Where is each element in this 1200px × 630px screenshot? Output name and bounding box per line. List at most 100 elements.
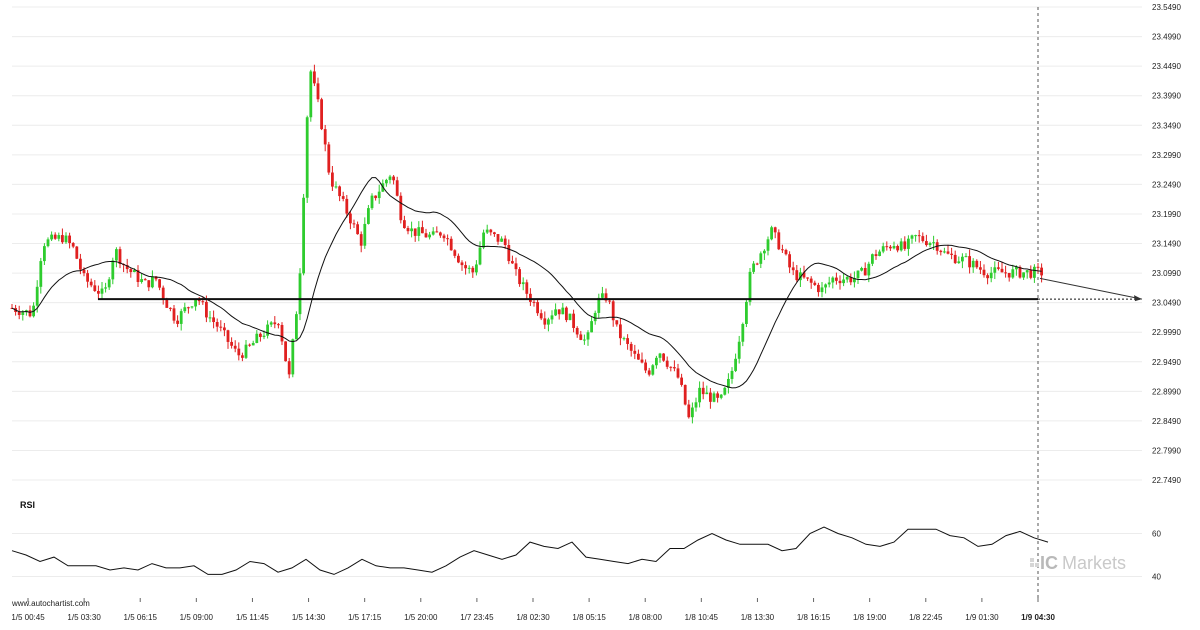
candle-body — [215, 322, 219, 327]
candle-body — [597, 297, 601, 313]
candle-body — [554, 309, 557, 316]
candle-body — [529, 293, 532, 302]
x-tick-label: 1/5 03:30 — [67, 613, 101, 622]
candle-body — [219, 326, 223, 328]
candle-body — [205, 301, 208, 318]
candle-body — [86, 273, 89, 282]
candle-body — [1036, 266, 1040, 268]
candle-body — [75, 246, 79, 259]
candle-body — [467, 267, 471, 269]
candle-body — [817, 284, 820, 293]
candle-body — [928, 243, 932, 246]
candle-body — [572, 313, 575, 328]
x-tick-label: 1/8 13:30 — [741, 613, 775, 622]
candle-body — [334, 186, 338, 188]
candle-body — [669, 366, 673, 368]
candle-body — [795, 270, 799, 281]
candle-body — [734, 358, 737, 371]
y-tick-label: 23.3490 — [1152, 121, 1181, 130]
candle-body — [269, 322, 273, 325]
candle-body — [500, 238, 503, 242]
candle-body — [280, 324, 284, 342]
candle-body — [266, 324, 269, 336]
candle-body — [831, 277, 835, 283]
candle-body — [691, 407, 694, 418]
candle-body — [802, 272, 806, 278]
candle-body — [1029, 270, 1033, 278]
candle-body — [417, 227, 421, 236]
rsi-line — [11, 526, 1049, 575]
x-tick-label: 1/5 06:15 — [124, 613, 158, 622]
candle-body — [626, 338, 629, 344]
candle-body — [525, 282, 529, 294]
candle-body — [208, 317, 212, 319]
candle-body — [136, 270, 140, 283]
candle-body — [97, 290, 100, 294]
candle-body — [644, 362, 647, 371]
candle-body — [82, 269, 86, 274]
x-tick-label: 1/8 08:00 — [629, 613, 663, 622]
candle-body — [917, 235, 921, 237]
candle-body — [914, 235, 917, 237]
candle-body — [640, 359, 644, 363]
candle-body — [309, 71, 313, 118]
candle-body — [1025, 270, 1029, 273]
candle-body — [770, 227, 773, 240]
candle-body — [791, 267, 795, 271]
x-tick-label: 1/5 11:45 — [236, 613, 269, 622]
candle-body — [979, 267, 982, 270]
rsi-tick-label: 60 — [1152, 530, 1161, 539]
x-tick-label: 1/8 10:45 — [685, 613, 719, 622]
candle-body — [53, 234, 57, 239]
candle-body — [28, 310, 32, 317]
candle-body — [608, 300, 611, 302]
candle-body — [719, 394, 723, 398]
candle-body — [694, 402, 698, 408]
candle-body — [57, 235, 61, 239]
candle-body — [449, 238, 453, 251]
candle-body — [910, 235, 914, 239]
candle-body — [161, 287, 165, 299]
candle-body — [748, 271, 752, 302]
candle-body — [683, 384, 687, 405]
candle-body — [698, 387, 701, 403]
y-tick-label: 23.5490 — [1152, 3, 1181, 12]
candle-body — [622, 338, 626, 340]
candle-body — [514, 263, 518, 270]
candle-body — [950, 253, 953, 255]
candle-body — [752, 263, 755, 272]
candlestick-series — [10, 64, 1043, 424]
candle-body — [172, 308, 176, 321]
x-tick-label: 1/5 14:30 — [292, 613, 326, 622]
candle-body — [359, 234, 363, 246]
candle-body — [64, 235, 68, 243]
candle-body — [464, 265, 467, 269]
candle-body — [773, 227, 777, 233]
candle-body — [662, 353, 665, 361]
candle-body — [237, 348, 241, 356]
source-watermark[interactable]: www.autochartist.com — [11, 599, 90, 608]
candle-body — [1015, 266, 1018, 270]
candle-body — [899, 241, 903, 251]
candle-body — [619, 324, 622, 339]
candle-body — [17, 312, 21, 316]
candle-body — [482, 232, 485, 248]
candle-body — [388, 176, 392, 180]
candle-body — [230, 341, 233, 346]
candle-body — [878, 251, 881, 256]
candle-body — [921, 236, 925, 242]
candle-body — [194, 299, 197, 307]
candle-body — [100, 288, 104, 294]
candle-body — [251, 342, 255, 346]
candle-body — [1022, 272, 1025, 278]
candle-body — [853, 278, 856, 283]
candle-body — [284, 341, 287, 362]
candle-body — [1000, 268, 1004, 273]
candle-body — [673, 367, 676, 369]
candle-body — [403, 220, 406, 229]
candle-body — [896, 245, 899, 251]
candle-body — [835, 277, 838, 281]
candle-body — [1004, 272, 1007, 274]
candle-body — [892, 245, 896, 249]
candle-body — [244, 344, 248, 358]
